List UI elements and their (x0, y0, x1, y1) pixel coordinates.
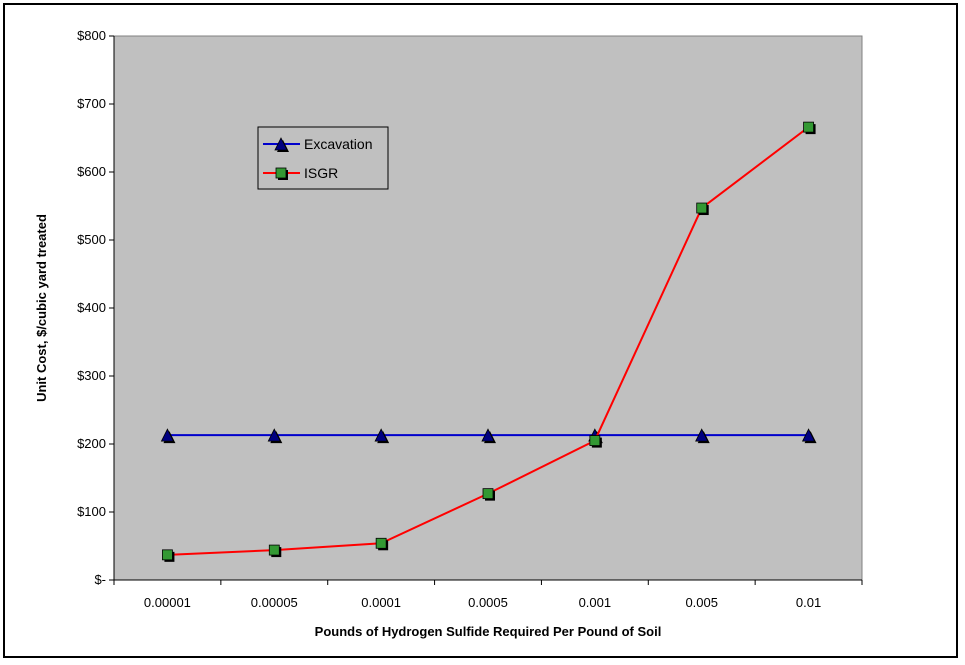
y-tick-label: $300 (77, 368, 106, 383)
x-axis-title: Pounds of Hydrogen Sulfide Required Per … (315, 624, 662, 639)
axes: $- $100 $200 $300 $400 $500 $600 $700 $800 0.0000… (77, 28, 863, 610)
x-tick-label: 0.00005 (251, 595, 298, 610)
data-point-excavation (267, 428, 281, 442)
legend: Excavation ISGR (257, 126, 389, 190)
data-point-excavation (801, 428, 816, 442)
y-tick-label: $100 (77, 504, 106, 519)
data-point-excavation (160, 428, 175, 442)
y-tick-label: $500 (77, 232, 106, 247)
x-tick-label: 0.0001 (361, 595, 401, 610)
x-tick-label: 0.00001 (144, 595, 191, 610)
legend-label-isgr: ISGR (304, 165, 338, 181)
data-point-isgr (375, 537, 387, 549)
y-tick-label: $800 (77, 28, 106, 43)
data-point-isgr (803, 121, 814, 133)
x-tick-label: 0.01 (796, 595, 821, 610)
legend-marker-excavation (274, 137, 288, 151)
x-tick-label: 0.001 (579, 595, 612, 610)
y-tick-label: $200 (77, 436, 106, 451)
y-tick-label: $400 (77, 300, 106, 315)
data-point-isgr (268, 544, 280, 556)
y-axis-title: Unit Cost, $/cubic yard treated (34, 214, 49, 402)
series-isgr (162, 121, 816, 562)
data-point-excavation (374, 428, 388, 442)
y-tick-label: $- (94, 572, 106, 587)
data-point-isgr (162, 549, 173, 561)
legend-marker-isgr (275, 167, 287, 179)
series-layer (160, 121, 817, 562)
data-point-isgr (696, 202, 708, 214)
data-point-isgr (589, 435, 601, 447)
series-excavation (160, 428, 817, 444)
y-tick-label: $600 (77, 164, 106, 179)
data-point-excavation (695, 428, 709, 442)
data-point-isgr (482, 488, 494, 500)
x-tick-label: 0.005 (685, 595, 718, 610)
x-tick-label: 0.0005 (468, 595, 508, 610)
legend-label-excavation: Excavation (304, 136, 372, 152)
data-point-excavation (481, 428, 495, 442)
y-tick-label: $700 (77, 96, 106, 111)
